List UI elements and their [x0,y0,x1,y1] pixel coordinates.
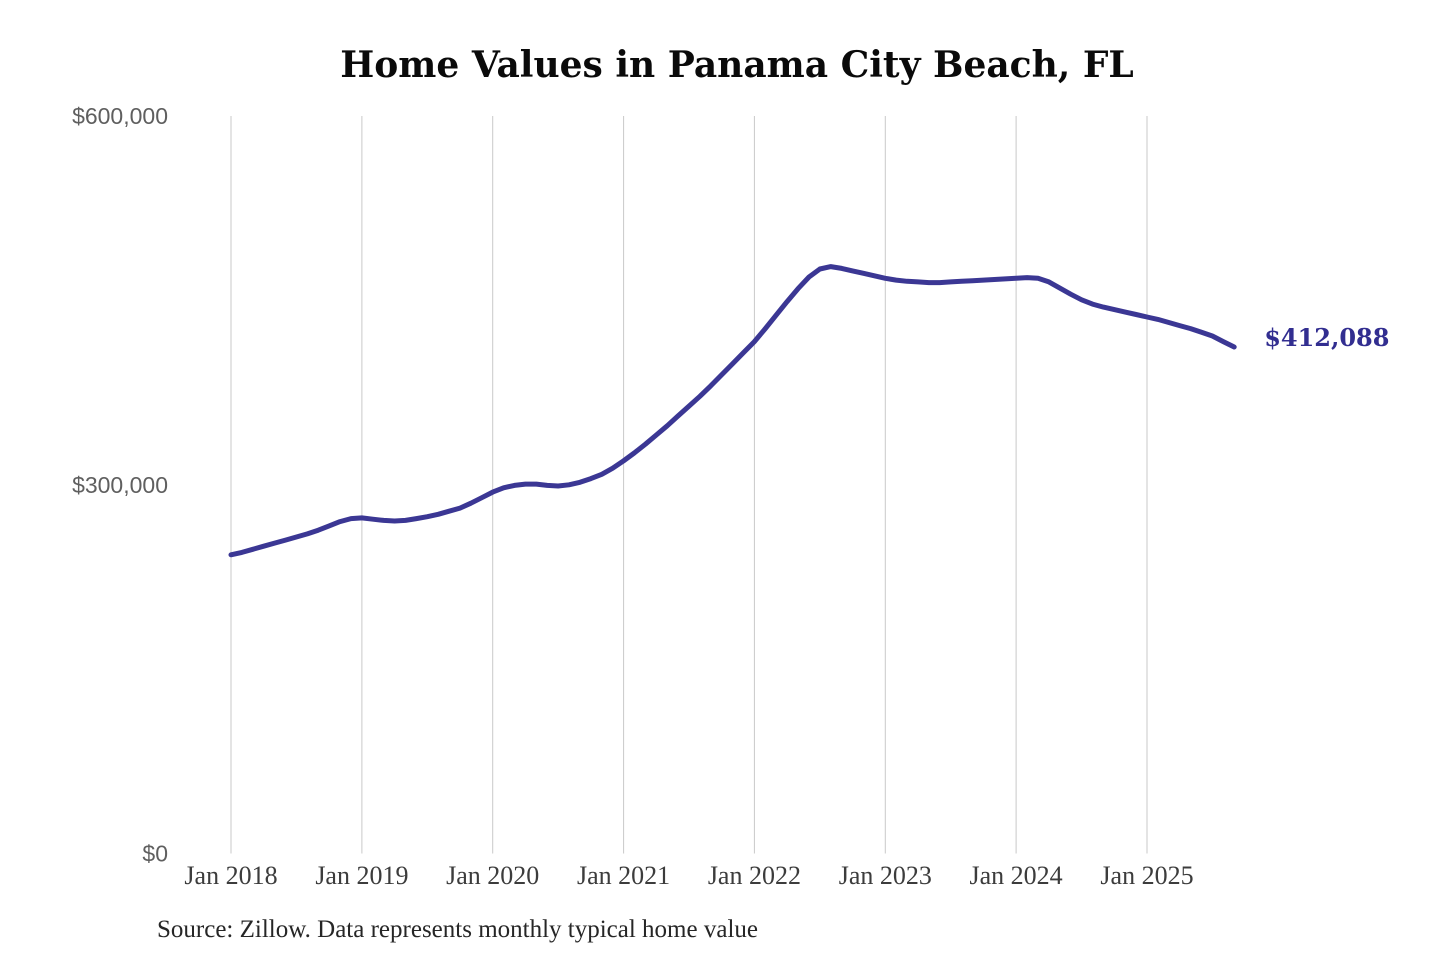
chart-title: Home Values in Panama City Beach, FL [340,44,1134,86]
x-axis-tick-label: Jan 2022 [708,861,801,890]
x-axis-tick-label: Jan 2025 [1100,861,1193,890]
y-axis-tick-label: $300,000 [72,472,168,498]
home-value-line [228,264,1237,558]
x-axis-tick-label: Jan 2018 [184,861,277,890]
y-axis-tick-label: $0 [142,841,168,867]
x-axis-tick-label: Jan 2021 [577,861,670,890]
x-axis-tick-label: Jan 2020 [446,861,539,890]
x-axis-tick-label: Jan 2023 [839,861,932,890]
x-axis-tick-label: Jan 2019 [315,861,408,890]
source-note: Source: Zillow. Data represents monthly … [157,916,758,943]
y-axis-tick-label: $600,000 [72,103,168,129]
x-axis-tick-label: Jan 2024 [970,861,1063,890]
latest-value-label: $412,088 [1264,323,1389,352]
